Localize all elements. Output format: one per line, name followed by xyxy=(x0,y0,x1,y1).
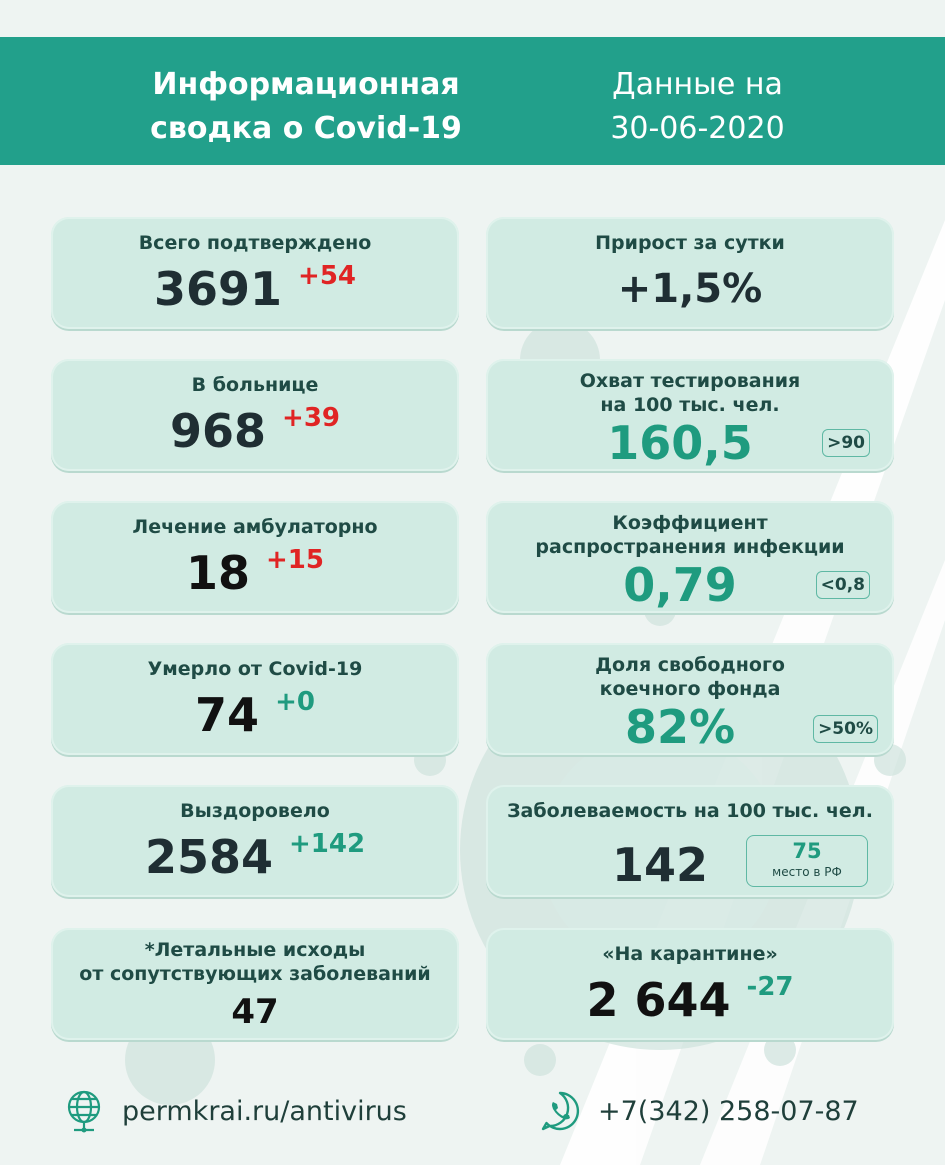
stat-card-daily-growth: Прирост за сутки +1,5% xyxy=(486,217,894,329)
rank-caption: место в РФ xyxy=(772,865,842,879)
header-banner: Информационная сводка о Covid-19 Данные … xyxy=(0,37,945,165)
stat-card-hospital: В больнице 968 +39 xyxy=(51,359,459,471)
stat-label-line-1: *Летальные исходы xyxy=(144,939,366,961)
stat-card-incidence: Заболеваемость на 100 тыс. чел. 142 75 м… xyxy=(486,785,894,897)
stat-label-line-2: на 100 тыс. чел. xyxy=(600,394,780,416)
stat-value-row: 74 +0 xyxy=(51,687,459,743)
stat-value: 2 644 xyxy=(586,973,731,1027)
stat-label: Лечение амбулаторно xyxy=(132,516,378,538)
stat-label-line-2: распространения инфекции xyxy=(535,536,845,558)
globe-icon xyxy=(67,1090,101,1133)
stat-value: 968 xyxy=(170,404,267,458)
stat-value: 3691 xyxy=(154,262,283,316)
stat-card-recovered: Выздоровело 2584 +142 xyxy=(51,785,459,897)
stat-delta: -27 xyxy=(746,972,794,1002)
stat-value: 142 xyxy=(611,838,709,892)
stat-value: 0,79 xyxy=(623,558,737,612)
stat-label: Доля свободного коечного фонда xyxy=(486,653,894,701)
stat-value-row: 47 xyxy=(51,990,459,1034)
stat-value-row: 18 +15 xyxy=(51,545,459,601)
title-line-2: сводка о Covid-19 xyxy=(150,111,462,146)
stat-value-row: 82% xyxy=(486,699,894,755)
stat-card-comorbid-deaths: *Летальные исходы от сопутствующих забол… xyxy=(51,928,459,1040)
stat-value: 74 xyxy=(195,688,260,742)
website-link[interactable]: permkrai.ru/antivirus xyxy=(62,1086,407,1136)
stat-value: 47 xyxy=(231,992,279,1032)
phone-number: +7(342) 258-07-87 xyxy=(598,1095,859,1127)
website-url: permkrai.ru/antivirus xyxy=(122,1095,407,1127)
stat-value-row: 160,5 xyxy=(486,415,894,471)
stat-card-deaths: Умерло от Covid-19 74 +0 xyxy=(51,643,459,755)
stat-label: Прирост за сутки xyxy=(595,232,785,254)
stat-value-row: 3691 +54 xyxy=(51,261,459,317)
stat-card-free-beds: Доля свободного коечного фонда 82% >50% xyxy=(486,643,894,755)
stat-value-row: 2 644 -27 xyxy=(486,972,894,1028)
stat-label: Охват тестирования на 100 тыс. чел. xyxy=(486,369,894,417)
stat-label: Заболеваемость на 100 тыс. чел. xyxy=(507,800,873,822)
stat-value-row: 968 +39 xyxy=(51,403,459,459)
stat-card-quarantine: «На карантине» 2 644 -27 xyxy=(486,928,894,1040)
stat-value-row: 0,79 xyxy=(486,557,894,613)
page-title: Информационная сводка о Covid-19 xyxy=(96,63,516,151)
stat-value: +1,5% xyxy=(617,266,763,312)
stat-label: Выздоровело xyxy=(180,800,330,822)
stat-value-row: +1,5% xyxy=(486,261,894,317)
threshold-badge: >90 xyxy=(822,429,870,457)
stat-delta: +54 xyxy=(298,261,356,291)
date-value: 30-06-2020 xyxy=(610,111,785,146)
stat-label: Коэффициент распространения инфекции xyxy=(486,511,894,559)
stat-label-line-1: Охват тестирования xyxy=(579,370,801,392)
whatsapp-phone-icon xyxy=(541,1091,580,1131)
stat-delta: +15 xyxy=(266,545,324,575)
stat-value: 2584 xyxy=(144,830,273,884)
stat-delta: +39 xyxy=(282,403,340,433)
stat-label: В больнице xyxy=(191,374,319,396)
stat-value-row: 142 xyxy=(486,837,894,893)
stat-delta: +142 xyxy=(288,829,366,859)
stat-delta: +0 xyxy=(275,687,315,717)
stat-value: 160,5 xyxy=(607,416,753,470)
stat-card-spread-coefficient: Коэффициент распространения инфекции 0,7… xyxy=(486,501,894,613)
threshold-badge: <0,8 xyxy=(815,571,870,599)
phone-link[interactable]: +7(342) 258-07-87 xyxy=(538,1086,859,1136)
stat-value: 18 xyxy=(186,546,251,600)
rank-badge: 75 место в РФ xyxy=(746,835,868,887)
stat-label: *Летальные исходы от сопутствующих забол… xyxy=(51,938,459,986)
stat-label-line-2: от сопутствующих заболеваний xyxy=(79,963,431,985)
stat-value: 82% xyxy=(624,700,736,754)
stat-label: «На карантине» xyxy=(602,943,778,965)
stat-card-total-confirmed: Всего подтверждено 3691 +54 xyxy=(51,217,459,329)
stat-value-row: 2584 +142 xyxy=(51,829,459,885)
stat-label: Всего подтверждено xyxy=(138,232,372,254)
stat-label: Умерло от Covid-19 xyxy=(147,658,363,680)
rank-number: 75 xyxy=(792,839,822,863)
report-date: Данные на 30-06-2020 xyxy=(575,63,820,151)
stat-card-testing-coverage: Охват тестирования на 100 тыс. чел. 160,… xyxy=(486,359,894,471)
stat-label-line-1: Доля свободного xyxy=(595,654,785,676)
date-label: Данные на xyxy=(612,67,783,102)
stat-label-line-1: Коэффициент xyxy=(612,512,768,534)
stat-card-outpatient: Лечение амбулаторно 18 +15 xyxy=(51,501,459,613)
title-line-1: Информационная xyxy=(152,67,460,102)
threshold-badge: >50% xyxy=(813,715,878,743)
stat-label-line-2: коечного фонда xyxy=(599,678,781,700)
